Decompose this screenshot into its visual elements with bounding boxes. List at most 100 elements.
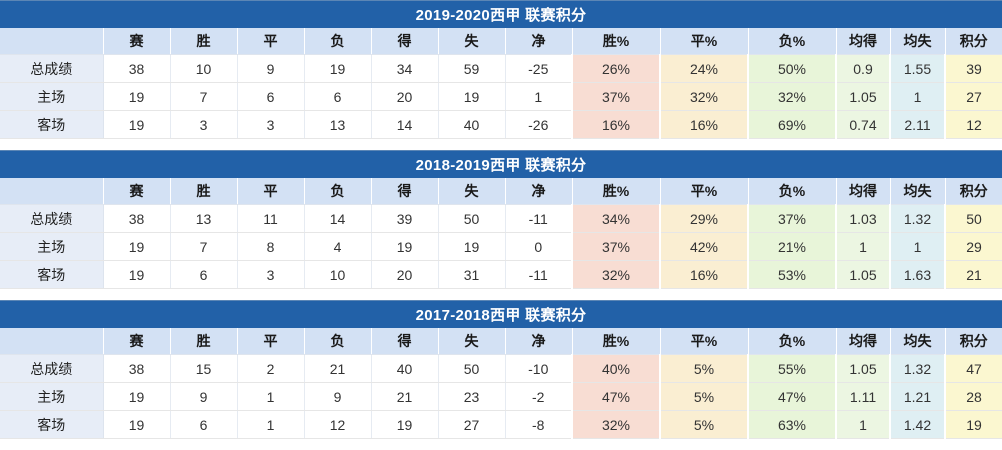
cell-goals-against: 23: [438, 382, 506, 411]
cell-goals-for: 21: [371, 382, 439, 411]
cell-losses: 13: [304, 110, 372, 139]
cell-matches: 38: [103, 54, 171, 83]
cell-losses: 9: [304, 382, 372, 411]
cell-points: 19: [944, 410, 1002, 439]
cell-points: 29: [944, 232, 1002, 261]
column-header-avg-goals-against: 均失: [890, 28, 946, 55]
cell-loss-pct: 69%: [747, 110, 837, 139]
column-header-losses: 负: [304, 178, 372, 205]
column-header-loss-pct: 负%: [748, 328, 837, 355]
table-title: 2017-2018西甲 联赛积分: [415, 307, 587, 324]
cell-matches: 38: [103, 204, 171, 233]
cell-loss-pct: 55%: [747, 354, 837, 383]
cell-losses: 10: [304, 260, 372, 289]
cell-draws: 11: [237, 204, 305, 233]
cell-avg-goals-for: 1: [835, 232, 891, 261]
cell-wins: 7: [170, 232, 238, 261]
cell-losses: 12: [304, 410, 372, 439]
cell-avg-goals-against: 1.42: [889, 410, 946, 439]
row-label-home: 主场: [0, 232, 104, 261]
column-header-row: 赛胜平负得失净胜% 平% 负% 均得 均失 积分: [0, 328, 1002, 355]
table-row-home: 主场 19 7 8 4 19 19 0 37% 42% 21% 1 1 29: [0, 232, 1002, 261]
column-header-loss-pct: 负%: [748, 28, 837, 55]
column-header-goals-for: 得: [371, 328, 439, 355]
table-row-total: 总成绩 38 13 11 14 39 50 -11 34% 29% 37% 1.03 1.32 50: [0, 204, 1002, 233]
row-label-away: 客场: [0, 110, 104, 139]
column-header-goals-against: 失: [438, 328, 506, 355]
column-header-goal-diff: 净: [505, 178, 573, 205]
column-header-goals-for: 得: [371, 178, 439, 205]
row-label-total: 总成绩: [0, 204, 104, 233]
table-title: 2019-2020西甲 联赛积分: [415, 7, 587, 24]
cell-matches: 19: [103, 382, 171, 411]
column-header-loss-pct: 负%: [748, 178, 837, 205]
cell-wins: 6: [170, 410, 238, 439]
table-title-bar: 2017-2018西甲 联赛积分: [0, 300, 1002, 328]
cell-wins: 15: [170, 354, 238, 383]
row-label-away: 客场: [0, 410, 104, 439]
column-header-draw-pct: 平%: [660, 28, 749, 55]
cell-avg-goals-for: 1.11: [835, 382, 891, 411]
cell-goals-for: 20: [371, 260, 439, 289]
cell-loss-pct: 37%: [747, 204, 837, 233]
cell-goal-diff: 0: [505, 232, 573, 261]
corner-cell: [0, 28, 104, 55]
cell-loss-pct: 50%: [747, 54, 837, 83]
cell-avg-goals-against: 1.63: [889, 260, 946, 289]
cell-losses: 14: [304, 204, 372, 233]
cell-draws: 9: [237, 54, 305, 83]
cell-goal-diff: -25: [505, 54, 573, 83]
cell-matches: 19: [103, 232, 171, 261]
column-header-avg-goals-against: 均失: [890, 178, 946, 205]
cell-win-pct: 32%: [571, 260, 661, 289]
column-header-wins: 胜: [170, 28, 238, 55]
table-title-bar: 2018-2019西甲 联赛积分: [0, 150, 1002, 178]
cell-goal-diff: -10: [505, 354, 573, 383]
cell-draws: 2: [237, 354, 305, 383]
cell-goals-against: 50: [438, 354, 506, 383]
cell-goal-diff: -2: [505, 382, 573, 411]
cell-goals-for: 40: [371, 354, 439, 383]
column-header-draws: 平: [237, 328, 305, 355]
table-title-bar: 2019-2020西甲 联赛积分: [0, 0, 1002, 28]
cell-goal-diff: -11: [505, 204, 573, 233]
cell-points: 39: [944, 54, 1002, 83]
cell-win-pct: 26%: [571, 54, 661, 83]
cell-points: 12: [944, 110, 1002, 139]
column-header-draws: 平: [237, 178, 305, 205]
cell-losses: 19: [304, 54, 372, 83]
column-header-draw-pct: 平%: [660, 178, 749, 205]
cell-matches: 38: [103, 354, 171, 383]
cell-matches: 19: [103, 110, 171, 139]
column-header-matches: 赛: [103, 178, 171, 205]
cell-draw-pct: 32%: [659, 82, 749, 111]
cell-draws: 6: [237, 82, 305, 111]
cell-avg-goals-for: 0.9: [835, 54, 891, 83]
column-header-wins: 胜: [170, 328, 238, 355]
column-header-losses: 负: [304, 28, 372, 55]
cell-goals-against: 19: [438, 232, 506, 261]
cell-goals-against: 27: [438, 410, 506, 439]
column-header-goals-against: 失: [438, 28, 506, 55]
stats-table: 赛胜平负得失净胜% 平% 负% 均得 均失 积分 总成绩 38 10 9 19 34 59 -25 26% 2…: [0, 28, 1002, 139]
row-label-away: 客场: [0, 260, 104, 289]
cell-loss-pct: 63%: [747, 410, 837, 439]
season-block-1: 2019-2020西甲 联赛积分赛胜平负得失净胜% 平% 负% 均得 均失 积分 总成绩 38…: [0, 0, 1002, 139]
cell-goals-for: 39: [371, 204, 439, 233]
cell-wins: 10: [170, 54, 238, 83]
cell-win-pct: 47%: [571, 382, 661, 411]
cell-win-pct: 34%: [571, 204, 661, 233]
column-header-avg-goals-for: 均得: [836, 28, 891, 55]
cell-draws: 1: [237, 410, 305, 439]
cell-matches: 19: [103, 260, 171, 289]
row-label-home: 主场: [0, 382, 104, 411]
cell-losses: 6: [304, 82, 372, 111]
season-block-3: 2017-2018西甲 联赛积分赛胜平负得失净胜% 平% 负% 均得 均失 积分 总成绩 38…: [0, 300, 1002, 439]
cell-avg-goals-against: 1.21: [889, 382, 946, 411]
cell-matches: 19: [103, 82, 171, 111]
cell-loss-pct: 53%: [747, 260, 837, 289]
cell-matches: 19: [103, 410, 171, 439]
cell-goal-diff: 1: [505, 82, 573, 111]
cell-points: 47: [944, 354, 1002, 383]
cell-points: 21: [944, 260, 1002, 289]
